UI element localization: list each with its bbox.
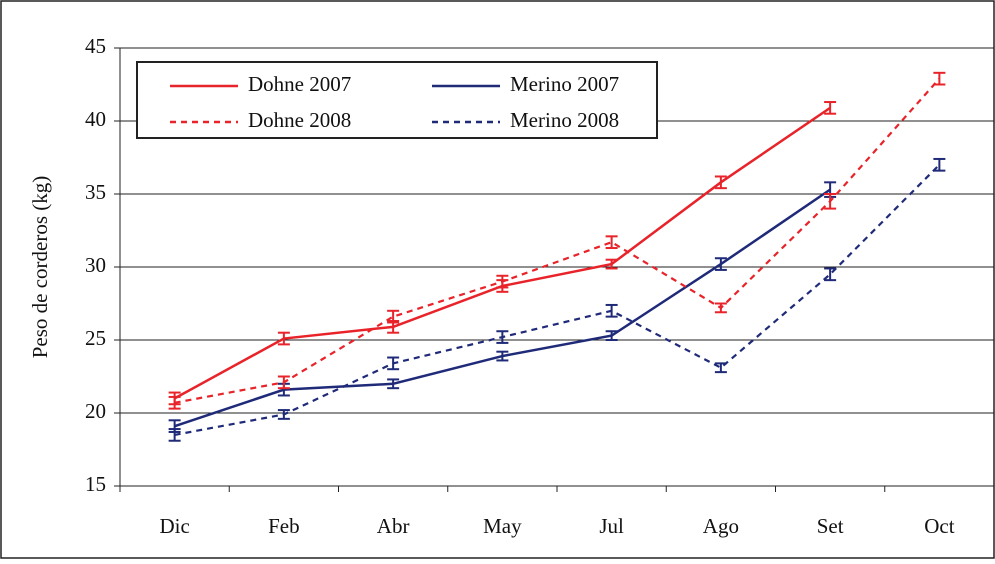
error-bar bbox=[714, 362, 727, 374]
error-bar bbox=[496, 350, 509, 362]
y-tick-label: 30 bbox=[85, 253, 106, 277]
x-tick-label: Dic bbox=[159, 514, 189, 538]
series-line bbox=[174, 188, 831, 428]
error-bar bbox=[824, 267, 837, 282]
x-tick-label: Ago bbox=[703, 514, 739, 538]
error-bar bbox=[933, 71, 946, 86]
x-tick-label: Set bbox=[817, 514, 844, 538]
error-bar bbox=[714, 302, 727, 314]
error-bar bbox=[277, 409, 290, 420]
x-tick-label: Feb bbox=[268, 514, 300, 538]
error-bar bbox=[605, 303, 618, 318]
error-bar bbox=[496, 330, 509, 344]
error-bar bbox=[933, 157, 946, 172]
x-tick-label: Abr bbox=[377, 514, 410, 538]
legend-label: Dohne 2008 bbox=[248, 108, 351, 132]
x-tick-label: May bbox=[483, 514, 522, 538]
error-bar bbox=[824, 101, 837, 115]
x-tick-label: Jul bbox=[599, 514, 624, 538]
y-tick-label: 25 bbox=[85, 326, 106, 350]
error-bar bbox=[824, 193, 837, 210]
error-bar bbox=[605, 258, 618, 270]
legend-label: Merino 2008 bbox=[510, 108, 619, 132]
y-tick-label: 45 bbox=[85, 34, 106, 58]
error-bar bbox=[714, 175, 727, 190]
y-tick-label: 35 bbox=[85, 180, 106, 204]
error-bar bbox=[605, 330, 618, 341]
y-tick-label: 20 bbox=[85, 399, 106, 423]
legend-box bbox=[136, 61, 658, 139]
error-bar bbox=[387, 378, 400, 390]
series-line bbox=[174, 164, 941, 436]
legend-label: Dohne 2007 bbox=[248, 72, 351, 96]
error-bar bbox=[605, 235, 618, 250]
legend-label: Merino 2007 bbox=[510, 72, 619, 96]
y-tick-label: 15 bbox=[85, 472, 106, 496]
error-bar bbox=[277, 375, 290, 390]
y-tick-label: 40 bbox=[85, 107, 106, 131]
error-bar bbox=[387, 309, 400, 324]
series-line bbox=[174, 77, 941, 404]
x-tick-label: Oct bbox=[924, 514, 954, 538]
error-bar bbox=[168, 428, 181, 442]
error-bar bbox=[714, 257, 727, 271]
error-bar bbox=[277, 331, 290, 346]
y-axis-label: Peso de corderos (kg) bbox=[28, 176, 52, 359]
error-bar bbox=[387, 356, 400, 371]
error-bar bbox=[168, 395, 181, 410]
error-bar bbox=[496, 274, 509, 289]
